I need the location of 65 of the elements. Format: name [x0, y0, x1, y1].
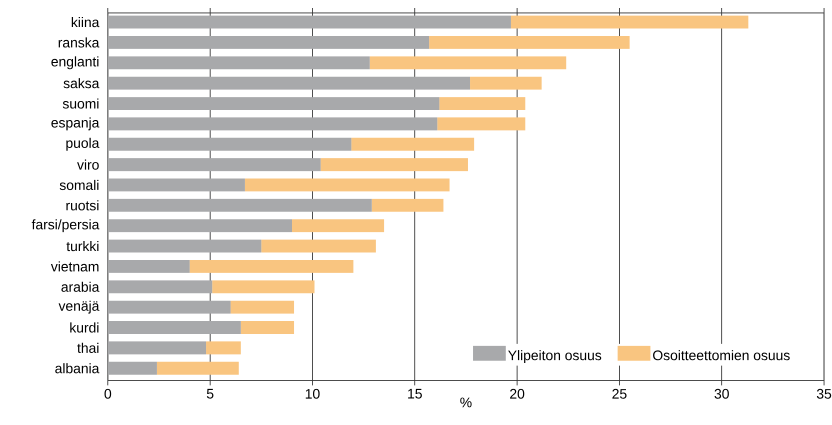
- bar: [108, 56, 370, 70]
- y-tick-label: thai: [77, 342, 98, 353]
- y-tick-label: viro: [77, 159, 99, 170]
- y-tick-label: englanti: [51, 56, 98, 70]
- bar: [108, 76, 470, 90]
- y-tick-label: farsi/persia: [32, 219, 100, 232]
- bar: [190, 260, 354, 273]
- y-tick-label: espanja: [51, 117, 100, 130]
- x-tick-label: 30: [714, 388, 729, 399]
- bar: [108, 280, 212, 294]
- y-tick-label: arabia: [61, 282, 100, 292]
- bar: [372, 198, 444, 212]
- bar: [351, 138, 474, 151]
- x-tick-label: 15: [408, 388, 422, 399]
- bar: [108, 219, 292, 232]
- bar: [108, 178, 245, 192]
- bar: [261, 240, 376, 252]
- bar: [108, 158, 321, 171]
- bar: [439, 96, 526, 110]
- bar: [470, 76, 542, 90]
- x-tick-label: 35: [816, 388, 832, 399]
- bar: [108, 138, 352, 151]
- y-tick-label: somali: [60, 180, 98, 190]
- y-tick-label: kiina: [72, 16, 100, 28]
- y-tick-label: venäjä: [58, 300, 100, 314]
- y-tick-label: turkki: [66, 240, 98, 252]
- bar: [108, 260, 190, 273]
- bar: [244, 178, 450, 192]
- y-tick-label: suomi: [62, 98, 98, 109]
- bar: [230, 300, 294, 314]
- y-tick-label: albania: [55, 363, 100, 374]
- legend-label: Osoitteettomien osuus: [653, 350, 790, 360]
- bar: [108, 320, 241, 334]
- bar: [108, 96, 440, 110]
- x-tick-label: 0: [104, 388, 112, 399]
- y-tick-label: puola: [66, 138, 100, 151]
- bar: [108, 240, 262, 252]
- x-tick-label: 25: [612, 388, 627, 399]
- bar: [429, 36, 630, 49]
- bar: [108, 36, 430, 49]
- bar: [108, 300, 231, 314]
- bar: [437, 117, 526, 130]
- y-tick-label: saksa: [64, 78, 100, 88]
- x-tick-label: 20: [510, 388, 524, 399]
- x-axis-title: %: [460, 397, 472, 408]
- bar: [212, 280, 315, 294]
- y-tick-label: vietnam: [50, 261, 98, 272]
- x-tick-label: 10: [306, 388, 320, 399]
- bar: [108, 362, 157, 375]
- bar: [370, 56, 566, 70]
- y-tick-label: ranska: [58, 37, 100, 48]
- bar: [240, 320, 294, 334]
- y-tick-label: ruotsi: [66, 200, 98, 210]
- bar: [108, 198, 372, 212]
- bar: [206, 341, 241, 354]
- legend-label: Ylipeiton osuus: [508, 350, 602, 363]
- y-tick-label: kurdi: [70, 322, 98, 333]
- bar: [320, 158, 468, 171]
- bar: [108, 117, 438, 130]
- bar: [108, 341, 206, 354]
- bar: [292, 219, 384, 232]
- bar: [156, 362, 239, 375]
- bar: [108, 16, 511, 28]
- bar: [510, 16, 748, 28]
- x-tick-label: 5: [206, 388, 214, 399]
